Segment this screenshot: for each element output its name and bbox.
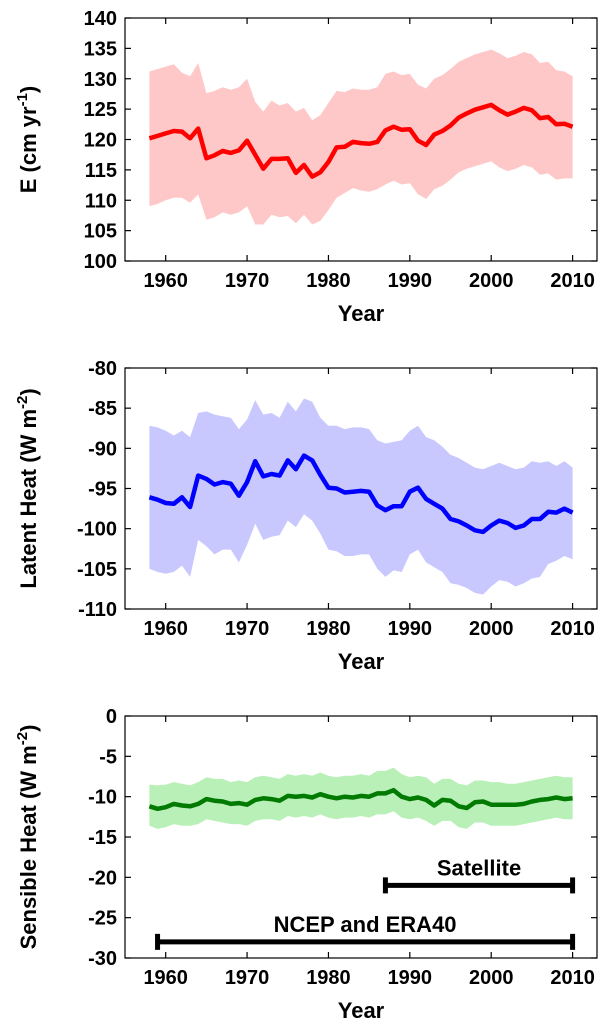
- y-axis-label-superscript: -2: [14, 732, 31, 745]
- x-tick-label: 1990: [388, 618, 433, 640]
- y-tick-label: 110: [85, 190, 117, 212]
- y-tick-label: -110: [78, 599, 117, 621]
- x-tick-label: 2000: [469, 618, 514, 640]
- y-tick-label: -105: [77, 559, 117, 581]
- y-axis-label-superscript: -1: [14, 93, 31, 106]
- series-line: [148, 453, 574, 535]
- period-bar: Satellite: [382, 855, 576, 894]
- period-bar-label: Satellite: [437, 855, 521, 880]
- y-tick-label: -5: [99, 746, 117, 768]
- x-tick-label: 1990: [388, 967, 433, 989]
- chart-panel-3: 1960 1970 1980 1990 2000 2010-30-25-20-15-10-…: [14, 706, 598, 1023]
- y-axis-label: E (cm yr-1): [14, 86, 41, 194]
- y-axis-label: Sensible Heat (W m-2): [14, 725, 41, 950]
- y-tick-label: -85: [88, 398, 117, 420]
- x-tick-label: 2010: [550, 270, 595, 292]
- y-tick-label: 140: [84, 8, 117, 30]
- y-axis-label-base: Sensible Heat (W m: [16, 745, 41, 949]
- y-tick-label: 120: [84, 130, 117, 152]
- y-tick-label: -95: [88, 479, 117, 501]
- y-axis-label-tail: ): [16, 86, 41, 93]
- y-axis-label-tail: ): [16, 388, 41, 395]
- y-tick-label: 135: [84, 38, 117, 60]
- uncertainty-band: [149, 49, 573, 225]
- y-axis-label-base: E (cm yr: [16, 106, 41, 193]
- y-tick-label: 125: [84, 99, 117, 121]
- y-tick-label: 0: [106, 706, 117, 728]
- y-tick-label: -15: [88, 827, 117, 849]
- x-tick-label: 1980: [306, 967, 351, 989]
- series-line: [148, 102, 574, 179]
- x-tick-label: 1960: [143, 270, 188, 292]
- y-axis-label-superscript: -2: [14, 396, 31, 409]
- x-tick-label: 2000: [469, 270, 514, 292]
- y-tick-label: -25: [88, 908, 117, 930]
- period-bar: NCEP and ERA40: [155, 912, 576, 950]
- y-axis-label-base: Latent Heat (W m: [16, 409, 41, 589]
- y-tick-label: 130: [84, 69, 117, 91]
- y-tick-label: -20: [88, 867, 117, 889]
- y-tick-label: 115: [85, 160, 117, 182]
- y-axis-label-tail: ): [16, 725, 41, 732]
- chart-panel-1: 1960 1970 1980 1990 2000 2010 100 105 110 115 120 1…: [14, 8, 598, 326]
- x-tick-label: 1960: [143, 618, 188, 640]
- x-tick-label: 1970: [225, 270, 270, 292]
- chart-panel-2: 1960 1970 1980 1990 2000 2010 -110 -105 -100 -95 -…: [14, 358, 598, 674]
- y-axis-label: Latent Heat (W m-2): [14, 388, 41, 588]
- y-tick-label: -30: [88, 948, 117, 970]
- x-tick-label: 1970: [225, 967, 270, 989]
- y-tick-label: -90: [88, 438, 117, 460]
- x-tick-label: 1980: [306, 618, 351, 640]
- x-axis-label: Year: [338, 649, 385, 674]
- y-tick-label: 100: [84, 251, 117, 273]
- x-tick-label: 2010: [550, 618, 595, 640]
- uncertainty-band: [149, 398, 573, 595]
- x-axis-label: Year: [338, 998, 385, 1023]
- y-tick-label: 105: [84, 221, 117, 243]
- y-tick-label: -80: [88, 358, 117, 380]
- x-tick-label: 1980: [306, 270, 351, 292]
- x-axis-label: Year: [338, 301, 385, 326]
- x-tick-label: 1990: [388, 270, 433, 292]
- period-bar-label: NCEP and ERA40: [274, 912, 457, 937]
- y-tick-label: -100: [77, 519, 117, 541]
- uncertainty-band: [149, 767, 573, 829]
- x-tick-label: 2000: [469, 967, 514, 989]
- x-tick-label: 2010: [550, 967, 595, 989]
- series-line: [148, 787, 573, 812]
- y-tick-label: -10: [88, 787, 117, 809]
- x-tick-label: 1970: [225, 618, 270, 640]
- x-tick-label: 1960: [143, 967, 188, 989]
